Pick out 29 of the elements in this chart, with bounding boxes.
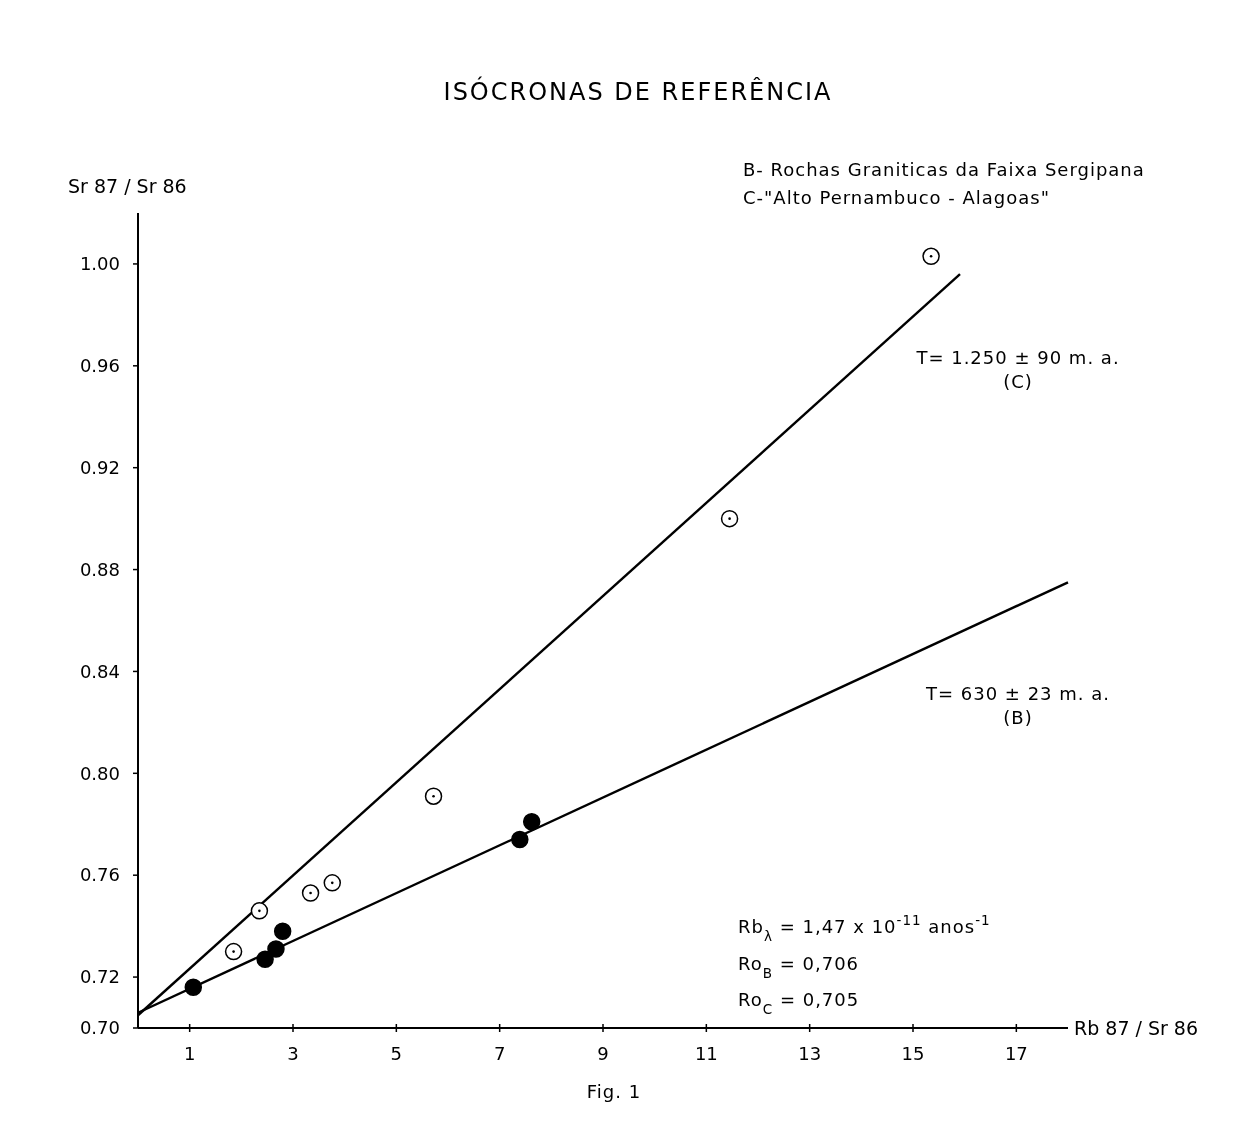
x-tick-label: 5 [390, 1043, 403, 1064]
y-tick-label: 0.96 [79, 355, 120, 377]
x-tick-label: 11 [694, 1043, 718, 1064]
caption: Fig. 1 [586, 1081, 642, 1102]
chart-title: ISÓCRONAS DE REFERÊNCIA [443, 76, 833, 106]
annotation: T= 630 ± 23 m. a. (B) [924, 683, 1111, 728]
y-tick-label: 0.76 [79, 864, 120, 886]
y-tick-label: 0.72 [79, 966, 120, 988]
x-tick-label: 9 [597, 1043, 609, 1064]
y-tick-label: 0.80 [79, 762, 120, 784]
x-tick-label: 3 [287, 1043, 299, 1064]
annotation: T= 1.250 ± 90 m. a. (C) [915, 347, 1120, 392]
annotation: Ro$_{C}$ = 0,705 [738, 989, 860, 1017]
x-tick-label: 7 [493, 1043, 506, 1064]
y-tick-label: 1.00 [79, 253, 120, 275]
y-tick-label: 0.88 [79, 558, 120, 580]
annotation: Ro$_{B}$ = 0,706 [738, 953, 860, 981]
x-axis-title: Rb 87 / Sr 86 [1074, 1016, 1199, 1039]
y-axis-title: Sr 87 / Sr 86 [68, 175, 187, 197]
annotation: Rb$_{λ}$ = 1,47 x 10$^{-11}$ anos$^{-1}$ [738, 912, 991, 944]
y-tick-label: 0.70 [79, 1017, 120, 1039]
x-tick-label: 17 [1004, 1043, 1028, 1064]
x-tick-label: 13 [798, 1043, 822, 1064]
y-tick-label: 0.92 [79, 456, 120, 478]
text: B- Rochas Graniticas da Faixa Sergipana [743, 159, 1145, 180]
x-tick-label: 15 [901, 1043, 925, 1064]
y-tick-label: 0.84 [79, 660, 120, 682]
text: C-"Alto Pernambuco - Alagoas" [743, 187, 1050, 208]
x-tick-label: 1 [183, 1043, 196, 1064]
